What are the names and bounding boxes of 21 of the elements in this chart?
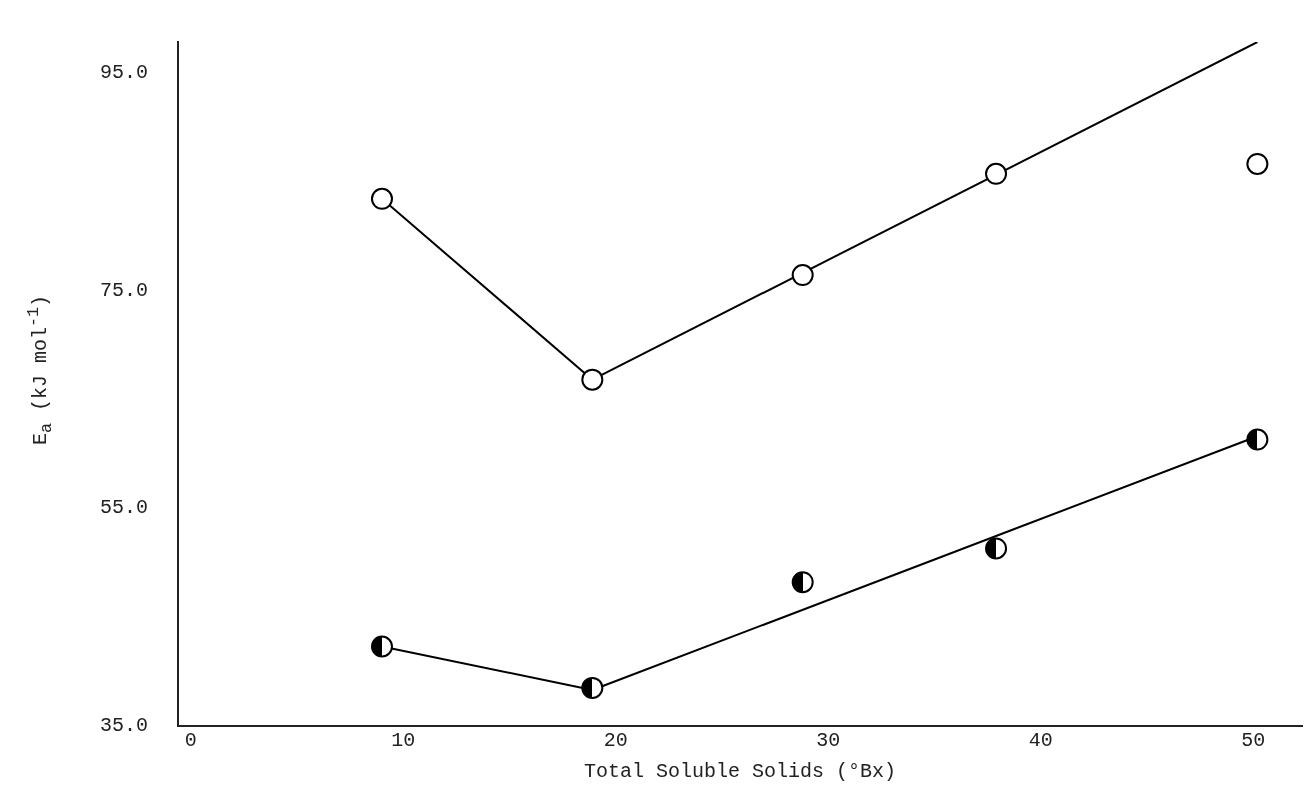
point bbox=[985, 537, 1008, 560]
point bbox=[985, 162, 1008, 185]
x-tick-label: 0 bbox=[184, 729, 197, 753]
x-tick-label: 30 bbox=[816, 729, 841, 753]
y-tick-label: 95.0 bbox=[99, 60, 149, 84]
x-tick-label: 10 bbox=[391, 729, 416, 753]
point bbox=[581, 676, 604, 699]
y-tick-label: 35.0 bbox=[99, 714, 149, 738]
point bbox=[370, 187, 393, 210]
point bbox=[1246, 428, 1269, 451]
x-tick-label: 50 bbox=[1241, 729, 1266, 753]
point bbox=[581, 368, 604, 391]
point bbox=[1246, 152, 1269, 175]
point bbox=[370, 635, 393, 658]
y-tick-label: 75.0 bbox=[99, 278, 149, 302]
point bbox=[791, 264, 814, 287]
x-tick-label: 20 bbox=[603, 729, 628, 753]
x-tick-label: 40 bbox=[1028, 729, 1053, 753]
x-axis-title: Total Soluble Solids (°Bx) bbox=[583, 760, 897, 784]
point bbox=[791, 571, 814, 594]
y-tick-label: 55.0 bbox=[99, 496, 149, 520]
